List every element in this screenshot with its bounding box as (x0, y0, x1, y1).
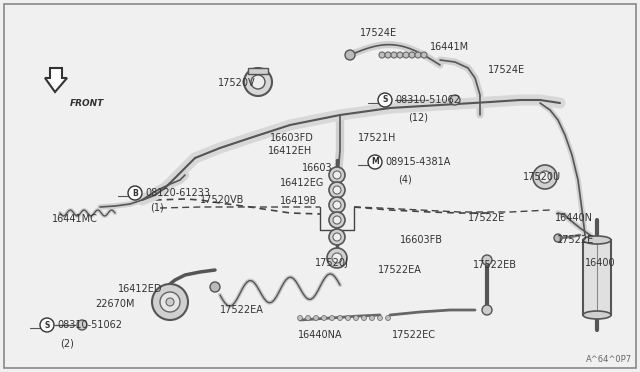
Circle shape (329, 167, 345, 183)
Circle shape (251, 75, 265, 89)
Text: 08120-61233: 08120-61233 (145, 188, 210, 198)
Text: 17521H: 17521H (358, 133, 396, 143)
Text: 17520V: 17520V (218, 78, 255, 88)
Circle shape (333, 171, 341, 179)
Circle shape (333, 201, 341, 209)
Circle shape (378, 315, 383, 321)
Text: 17522EB: 17522EB (473, 260, 517, 270)
Circle shape (329, 197, 345, 213)
Text: (4): (4) (398, 175, 412, 185)
Text: S: S (44, 321, 50, 330)
Text: 22670M: 22670M (95, 299, 134, 309)
Text: M: M (371, 157, 379, 167)
Text: 08310-51062: 08310-51062 (395, 95, 460, 105)
Circle shape (152, 284, 188, 320)
Circle shape (450, 95, 460, 105)
Circle shape (244, 68, 272, 96)
Circle shape (368, 155, 382, 169)
Circle shape (210, 282, 220, 292)
Circle shape (379, 52, 385, 58)
Text: 17522E: 17522E (557, 235, 595, 245)
Circle shape (533, 165, 557, 189)
Text: 16603: 16603 (302, 163, 333, 173)
Text: A^64^0P7: A^64^0P7 (586, 355, 632, 364)
Text: (2): (2) (60, 338, 74, 348)
Ellipse shape (583, 236, 611, 244)
Bar (583, 240, 611, 315)
Circle shape (321, 315, 326, 321)
Circle shape (298, 315, 303, 321)
Circle shape (415, 52, 421, 58)
Circle shape (305, 315, 310, 321)
Circle shape (337, 315, 342, 321)
Circle shape (362, 315, 367, 321)
Circle shape (385, 52, 391, 58)
Text: 16603FB: 16603FB (400, 235, 443, 245)
Text: 16412ED: 16412ED (118, 284, 163, 294)
Text: 17522E: 17522E (468, 213, 505, 223)
Text: 16419B: 16419B (280, 196, 317, 206)
Text: 16440NA: 16440NA (298, 330, 342, 340)
Text: 17522EA: 17522EA (378, 265, 422, 275)
Circle shape (345, 50, 355, 60)
Text: 17524E: 17524E (360, 28, 397, 38)
Circle shape (482, 305, 492, 315)
Circle shape (327, 248, 347, 268)
Circle shape (409, 52, 415, 58)
Circle shape (77, 320, 87, 330)
Circle shape (554, 234, 562, 242)
Text: 16412EH: 16412EH (268, 146, 312, 156)
Text: 17522EC: 17522EC (392, 330, 436, 340)
Text: (12): (12) (408, 112, 428, 122)
Circle shape (346, 315, 351, 321)
Text: 17520U: 17520U (523, 172, 561, 182)
Text: FRONT: FRONT (70, 99, 104, 108)
Text: 17520VB: 17520VB (200, 195, 244, 205)
Circle shape (329, 229, 345, 245)
Text: 16400: 16400 (585, 258, 616, 268)
Circle shape (166, 298, 174, 306)
Circle shape (333, 186, 341, 194)
Polygon shape (45, 68, 67, 92)
Circle shape (385, 315, 390, 321)
Text: 16603FD: 16603FD (270, 133, 314, 143)
Circle shape (539, 171, 551, 183)
Text: B: B (132, 189, 138, 198)
Circle shape (332, 253, 342, 263)
Text: (1): (1) (150, 202, 164, 212)
Circle shape (329, 182, 345, 198)
Circle shape (391, 52, 397, 58)
Circle shape (333, 216, 341, 224)
Text: 16441M: 16441M (430, 42, 469, 52)
Text: S: S (382, 96, 388, 105)
Text: 16441MC: 16441MC (52, 214, 98, 224)
Text: 16440N: 16440N (555, 213, 593, 223)
Circle shape (403, 52, 409, 58)
Circle shape (421, 52, 427, 58)
Circle shape (369, 315, 374, 321)
Text: 08915-4381A: 08915-4381A (385, 157, 451, 167)
Circle shape (378, 93, 392, 107)
Circle shape (353, 315, 358, 321)
Circle shape (330, 315, 335, 321)
Ellipse shape (583, 311, 611, 319)
Circle shape (160, 292, 180, 312)
Text: 17524E: 17524E (488, 65, 525, 75)
Text: 17522EA: 17522EA (220, 305, 264, 315)
Circle shape (333, 233, 341, 241)
Text: 08310-51062: 08310-51062 (57, 320, 122, 330)
Text: 17520J: 17520J (315, 258, 349, 268)
Circle shape (314, 315, 319, 321)
Text: 16412EG: 16412EG (280, 178, 324, 188)
Bar (248, 68, 268, 74)
Circle shape (397, 52, 403, 58)
Circle shape (128, 186, 142, 200)
Circle shape (329, 212, 345, 228)
Circle shape (482, 255, 492, 265)
Circle shape (40, 318, 54, 332)
